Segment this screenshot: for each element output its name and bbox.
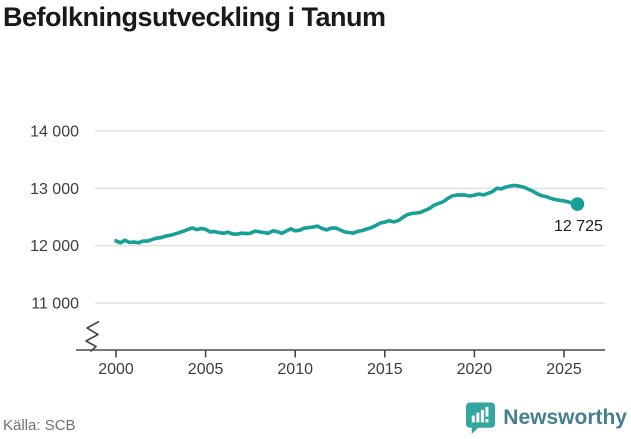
bar-chart-bar-3 [481,409,485,423]
brand-name: Newsworthy [503,406,627,429]
population-line [114,183,580,245]
y-tick-label: 14 000 [30,123,79,140]
y-tick-label: 12 000 [30,238,79,255]
y-tick-label: 11 000 [31,296,79,313]
speech-bubble-shape [466,402,496,434]
x-tick-label: 2025 [546,361,582,378]
bar-chart-bar-2 [476,412,480,423]
y-tick-label: 13 000 [30,181,79,198]
x-tick-label: 2020 [457,361,493,378]
exclamation-dot [485,418,489,423]
source-label: Källa: SCB [3,417,76,434]
bar-chart-bar-1 [472,415,476,423]
chart-title: Befolkningsutveckling i Tanum [3,2,386,32]
x-tick-label: 2015 [367,361,403,378]
x-tick-label: 2010 [277,361,313,378]
x-tick-label: 2005 [188,361,224,378]
newsworthy-logo-icon [466,402,496,434]
end-value-label: 12 725 [554,218,603,235]
newsworthy-brand[interactable]: Newsworthy [465,401,627,435]
end-point-marker [570,197,585,211]
x-tick-label: 2000 [98,361,134,378]
exclamation-bar [485,406,489,417]
axis-break-squiggle [85,320,100,353]
